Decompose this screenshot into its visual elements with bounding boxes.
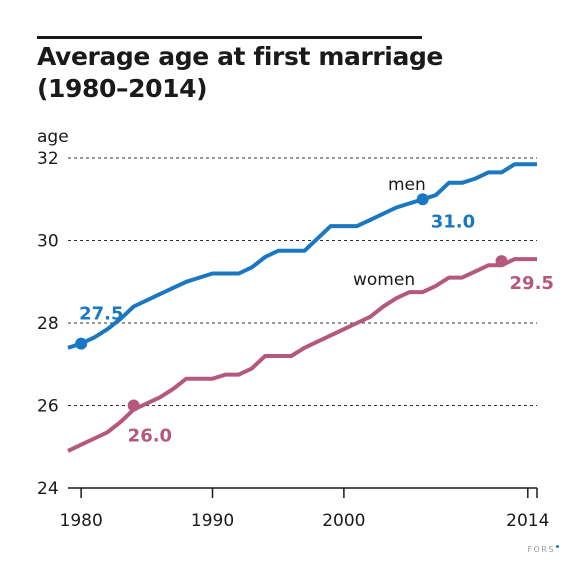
y-tick-label-24: 24: [37, 479, 59, 499]
series-line-men: [67, 162, 537, 350]
x-tick-label-2000: 2000: [322, 511, 365, 531]
y-tick-label-28: 28: [37, 314, 59, 334]
data-label-women-2: 29.5: [510, 273, 554, 294]
chart-title: Average age at first marriage (1980–2014…: [37, 42, 443, 103]
axes: 24 26 28 30 32 1980 1990 2000 2014: [37, 149, 549, 531]
series-line-women: [67, 257, 537, 453]
data-label-women-1: 26.0: [128, 426, 172, 447]
series-name-women: women: [353, 270, 415, 290]
source-credit: FORS: [527, 545, 559, 554]
y-tick-label-32: 32: [37, 149, 59, 169]
x-tick-label-2014: 2014: [506, 511, 549, 531]
series-name-men: men: [388, 175, 426, 195]
y-tick-label-26: 26: [37, 397, 59, 417]
point-marker-men-1: [75, 337, 88, 350]
data-label-men-2: 31.0: [431, 211, 475, 232]
y-axis-label: age: [37, 127, 69, 147]
point-marker-men-2: [416, 193, 429, 206]
series-lines: [67, 162, 537, 453]
x-tick-label-1990: 1990: [191, 511, 234, 531]
point-marker-women-1: [127, 399, 140, 412]
grid-lines: [68, 157, 537, 406]
data-labels: men 27.5 31.0 women 26.0 29.5: [75, 175, 554, 447]
title-rule: [37, 36, 422, 39]
credit-dot-icon: [556, 545, 559, 548]
point-marker-women-2: [495, 255, 508, 268]
x-tick-label-1980: 1980: [60, 511, 103, 531]
y-tick-label-30: 30: [37, 232, 59, 252]
data-label-men-1: 27.5: [79, 304, 123, 325]
